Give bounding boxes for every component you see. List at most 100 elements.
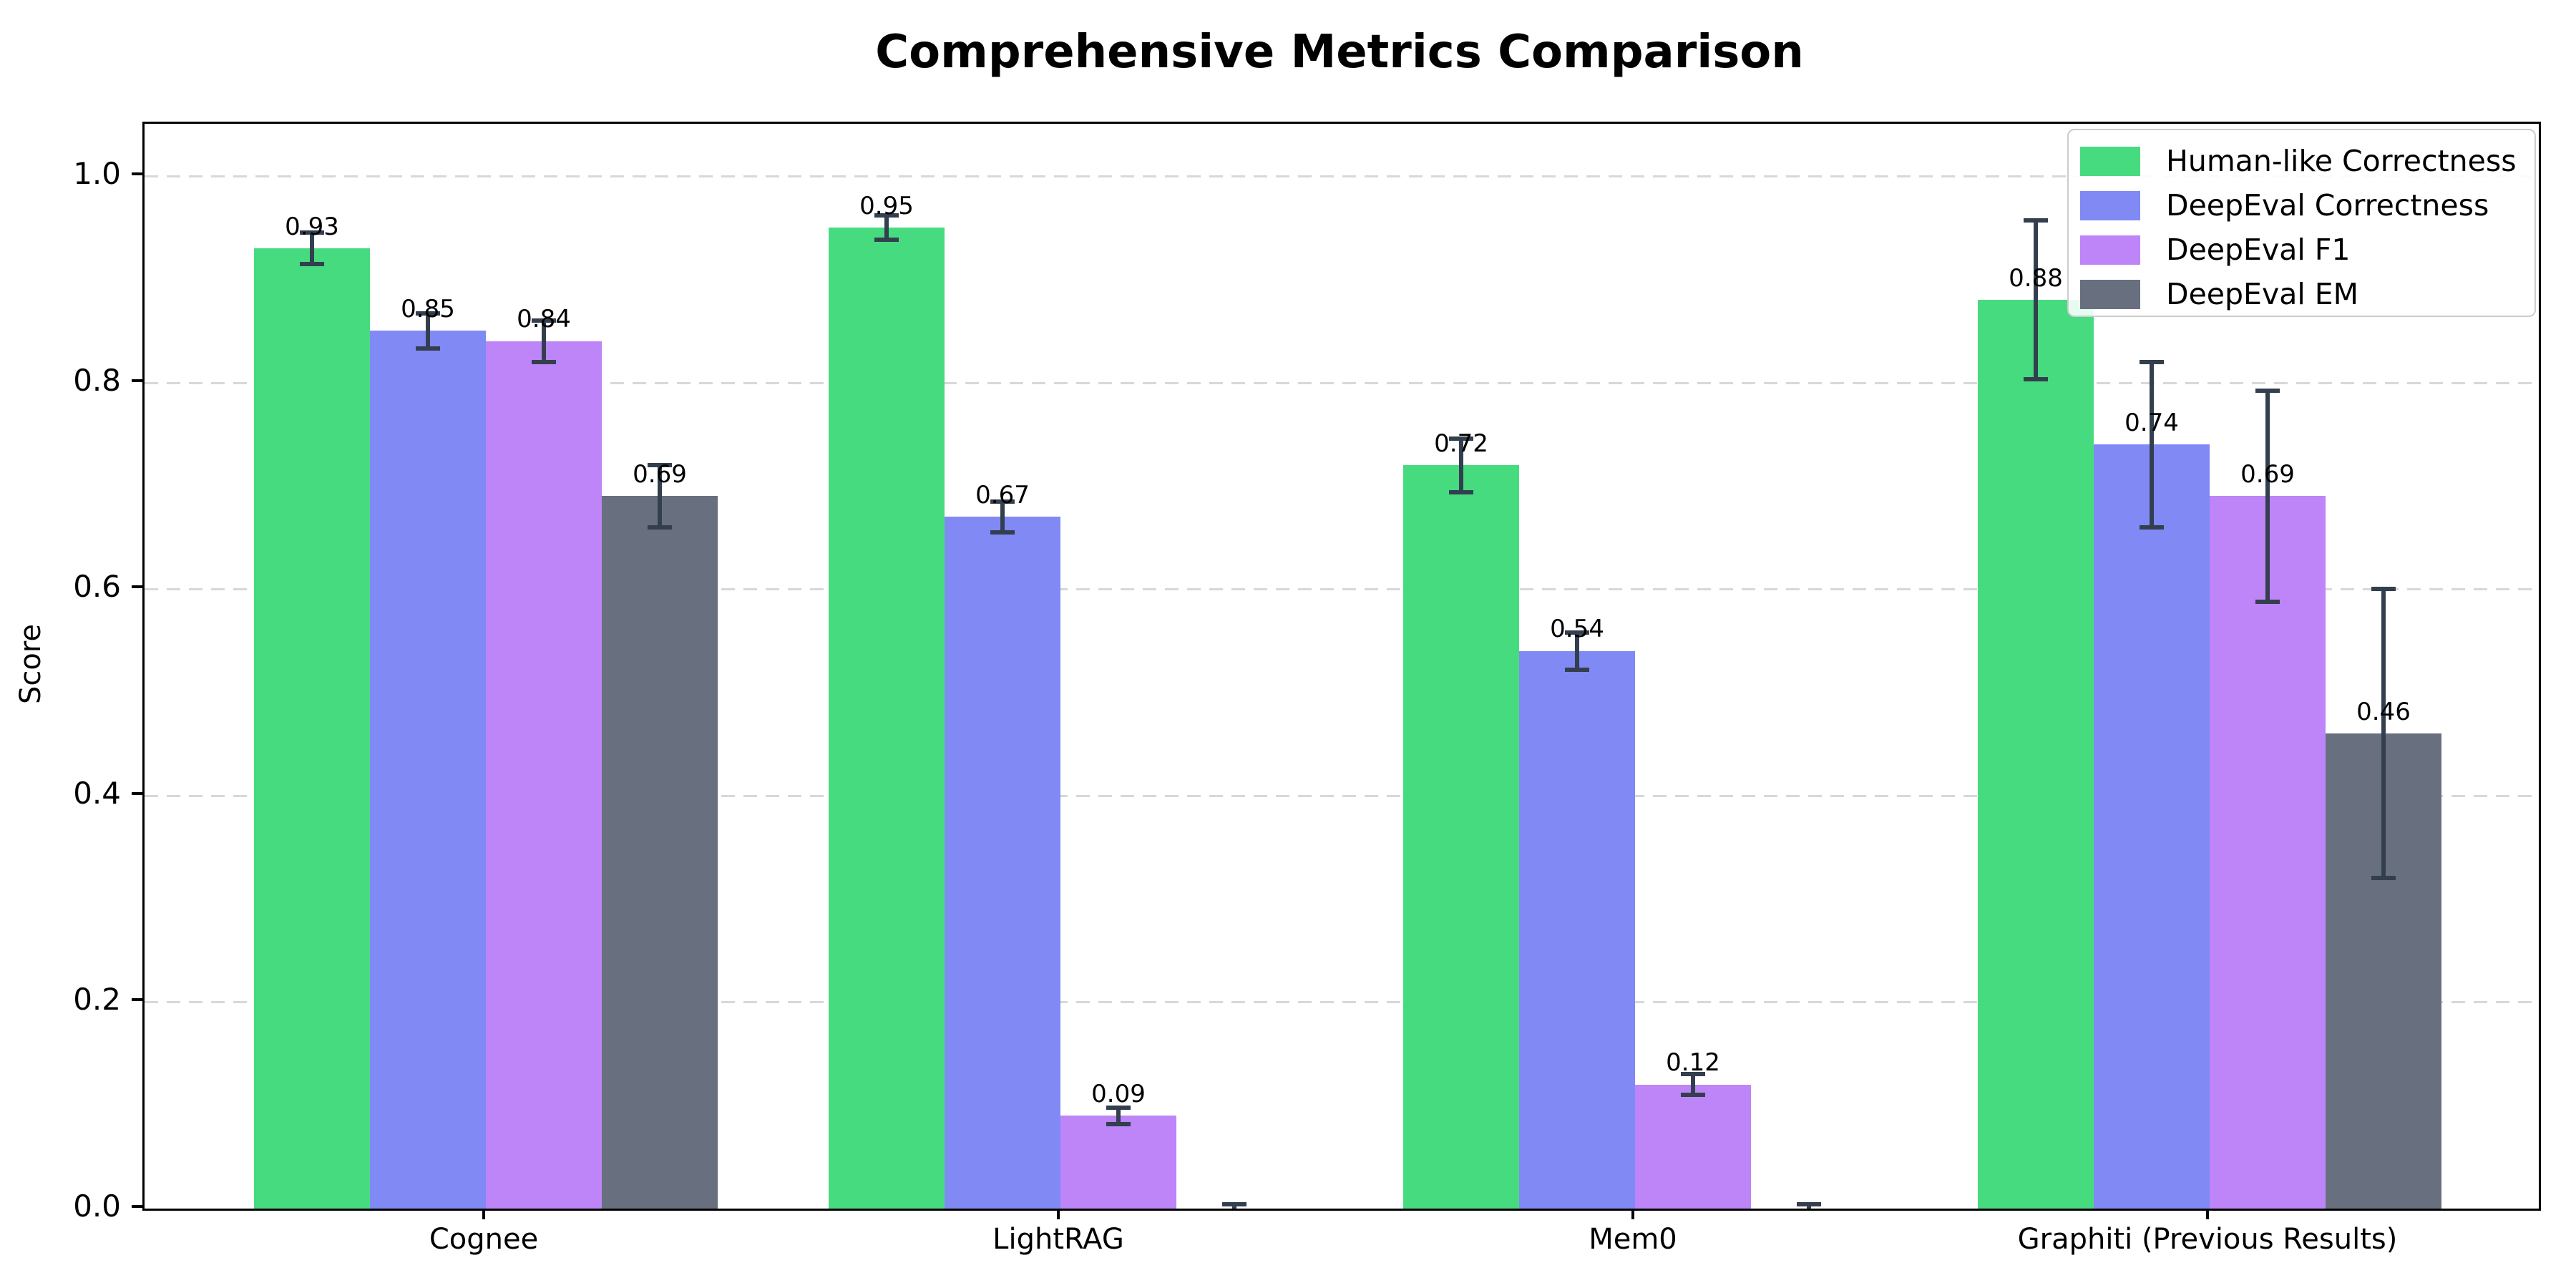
bar-value-label: 0.95 [859,191,914,220]
bar-human-like-correctness [254,248,370,1209]
y-tick-label: 0.0 [73,1189,121,1224]
errorbar-cap [2140,525,2164,530]
bar-deepeval-correctness [2094,444,2210,1209]
y-tick-mark [132,379,142,382]
errorbar-line [1116,1107,1121,1124]
x-tick-label: LightRAG [992,1223,1124,1256]
errorbar-line [1575,632,1579,670]
bar-value-label: 0.69 [2240,459,2295,489]
errorbar-cap [1449,436,1473,441]
bar-human-like-correctness [1403,465,1519,1209]
errorbar-cap [532,318,556,323]
bar-value-label: 0.93 [285,212,339,241]
bar-value-label: 0.09 [1091,1079,1146,1108]
legend-rows: Human-like Correctness DeepEval Correctne… [2080,139,2534,316]
chart-title: Comprehensive Metrics Comparison [875,26,1804,79]
errorbar-cap [1222,1202,1246,1207]
legend-label: DeepEval Correctness [2166,188,2489,223]
errorbar-cap [1797,1202,1821,1207]
bar-value-label: 0.54 [1550,615,1604,644]
y-tick-label: 0.4 [73,775,121,811]
errorbar-cap [2371,876,2396,881]
bar-value-label: 0.72 [1434,429,1488,458]
errorbar-cap [300,230,324,235]
errorbar-cap [2140,359,2164,364]
legend-swatch [2080,235,2140,265]
y-tick-label: 0.8 [73,362,121,398]
errorbar-cap [2371,587,2396,592]
bar-value-label: 0.69 [633,459,687,489]
bar-human-like-correctness [829,228,945,1209]
x-tick-label: Graphiti (Previous Results) [2017,1223,2398,1256]
errorbar-cap [2024,377,2048,382]
errorbar-line [884,215,889,240]
gridline [145,588,2539,591]
bar-value-label: 0.67 [975,480,1030,509]
errorbar-cap [2255,599,2280,604]
bar-value-label: 0.12 [1666,1048,1720,1078]
bar-deepeval-correctness [945,517,1060,1209]
errorbar-line [2150,361,2154,527]
legend-swatch [2080,146,2140,176]
y-tick-label: 1.0 [73,156,121,191]
bar-deepeval-f1 [486,341,602,1209]
errorbar-cap [1565,667,1589,672]
y-tick-mark [132,1205,142,1208]
errorbar-cap [874,238,899,243]
errorbar-line [426,313,430,348]
x-tick-mark [1057,1209,1060,1219]
x-tick-mark [482,1209,485,1219]
legend-label: Human-like Correctness [2166,144,2517,178]
y-tick-mark [132,998,142,1002]
errorbar-line [2381,589,2386,879]
legend-swatch [2080,279,2140,309]
gridline [145,175,2539,177]
errorbar-cap [2255,389,2280,394]
errorbar-line [1691,1074,1695,1096]
errorbar-cap [416,311,440,316]
errorbar-cap [1681,1072,1705,1077]
legend-item: DeepEval Correctness [2080,183,2534,228]
x-tick-mark [2206,1209,2209,1219]
bar-value-label: 0.88 [2009,263,2063,293]
errorbar-cap [300,261,324,266]
errorbar-line [542,321,546,362]
bar-value-label: 0.85 [401,295,455,324]
y-tick-mark [132,172,142,175]
gridline [145,381,2539,384]
errorbar-line [658,465,662,527]
legend: Human-like Correctness DeepEval Correctne… [2067,129,2536,317]
gridline [145,794,2539,797]
bar-deepeval-f1 [1635,1084,1751,1209]
legend-item: DeepEval F1 [2080,228,2534,272]
errorbar-line [1459,438,1463,492]
bar-deepeval-em [602,496,718,1209]
errorbar-cap [648,463,672,468]
x-tick-mark [1631,1209,1634,1219]
errorbar-cap [2024,218,2048,223]
errorbar-cap [1681,1093,1705,1098]
legend-item: Human-like Correctness [2080,139,2534,183]
errorbar-line [310,233,314,264]
errorbar-cap [990,530,1015,535]
bar-deepeval-f1 [2210,496,2326,1209]
y-tick-mark [132,791,142,795]
bar-deepeval-f1 [1060,1116,1176,1209]
bar-value-label: 0.74 [2124,408,2179,437]
errorbar-cap [990,499,1015,504]
legend-label: DeepEval EM [2166,277,2359,311]
legend-swatch [2080,190,2140,220]
errorbar-cap [1449,489,1473,494]
x-tick-label: Mem0 [1589,1223,1677,1256]
legend-item: DeepEval EM [2080,272,2534,316]
errorbar-cap [648,525,672,530]
bar-value-label: 0.46 [2356,697,2411,726]
errorbar-cap [1106,1105,1131,1110]
legend-label: DeepEval F1 [2166,233,2351,267]
errorbar-line [1000,501,1005,532]
bar-value-label: 0.84 [517,305,571,334]
gridline [145,1001,2539,1004]
errorbar-cap [1106,1121,1131,1126]
errorbar-cap [1565,630,1589,635]
